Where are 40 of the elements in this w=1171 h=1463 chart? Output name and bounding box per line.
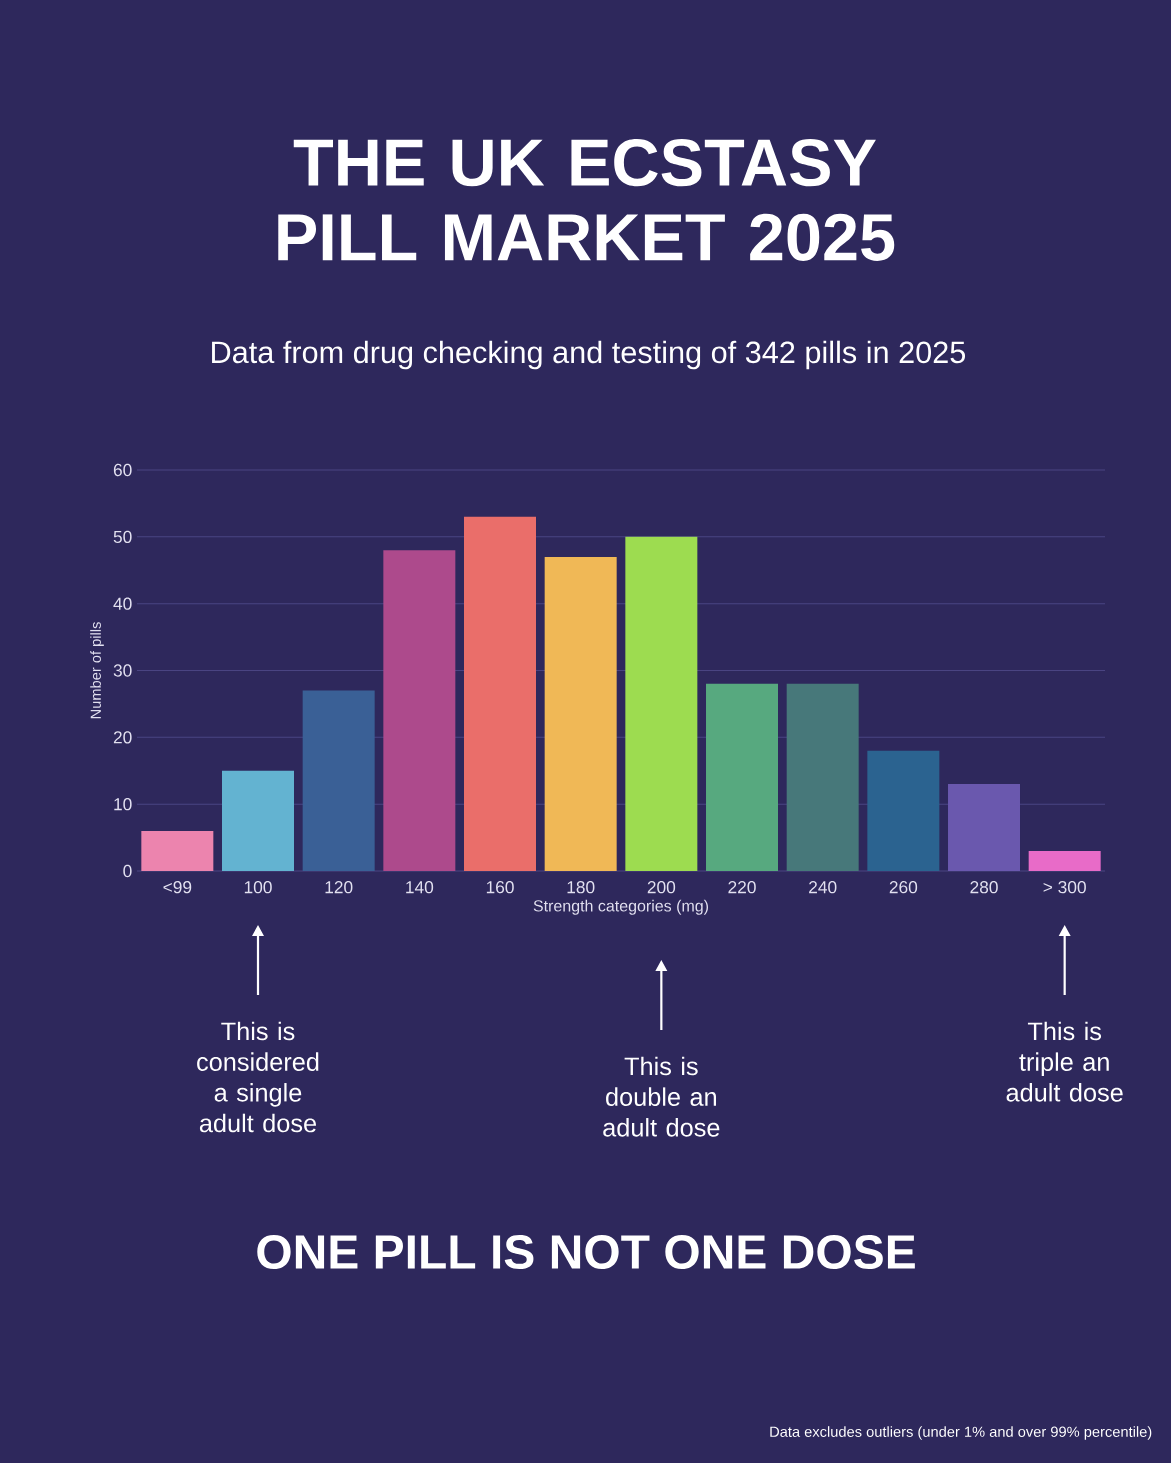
bar xyxy=(1028,850,1101,871)
bar xyxy=(625,536,698,871)
x-axis-title: Strength categories (mg) xyxy=(533,899,709,915)
y-tick-label: 50 xyxy=(113,530,132,543)
text: This is triple an adult dose xyxy=(1006,1021,1123,1102)
chart-title: THE UK ECSTASY PILL MARKET 2025 xyxy=(278,139,895,261)
chart-subtitle: Data from drug checking and testing of 342 pills in 2025 xyxy=(212,340,966,370)
y-tick-label: 0 xyxy=(123,864,132,878)
bar xyxy=(786,683,859,871)
y-tick-label: 40 xyxy=(113,597,132,610)
text: ONE PILL IS NOT ONE DOSE xyxy=(257,1235,915,1269)
text: This is considered a single adult dose xyxy=(197,1021,319,1133)
x-tick-label: 280 xyxy=(970,881,998,894)
x-tick-label: 120 xyxy=(325,881,353,894)
x-tick-label: 160 xyxy=(486,881,514,894)
text: This is double an adult dose xyxy=(603,1056,720,1137)
x-tick-label: 220 xyxy=(728,881,756,894)
bar xyxy=(464,516,537,871)
x-tick-label: 140 xyxy=(406,881,434,894)
x-tick-label: > 300 xyxy=(1043,881,1086,894)
y-tick-label: 30 xyxy=(113,664,132,677)
text: Data excludes outliers (under 1% and over 99% percentile) xyxy=(770,1426,1152,1440)
x-tick-label: 180 xyxy=(567,881,595,894)
bar xyxy=(383,550,456,871)
x-tick-label: <99 xyxy=(163,881,192,894)
y-axis-title: Number of pills xyxy=(90,622,104,719)
bar xyxy=(302,690,375,871)
y-tick-label: 10 xyxy=(114,798,132,811)
y-tick-label: 60 xyxy=(113,463,132,477)
bar xyxy=(544,556,617,871)
x-tick-label: 200 xyxy=(647,881,676,894)
bar xyxy=(222,770,294,871)
x-tick-label: 260 xyxy=(889,881,918,894)
bar xyxy=(948,784,1021,871)
x-tick-label: 100 xyxy=(244,881,272,894)
bar xyxy=(141,830,214,871)
y-tick-label: 20 xyxy=(113,731,132,744)
bar xyxy=(867,750,940,871)
x-tick-label: 240 xyxy=(809,881,837,894)
bar xyxy=(706,683,779,871)
